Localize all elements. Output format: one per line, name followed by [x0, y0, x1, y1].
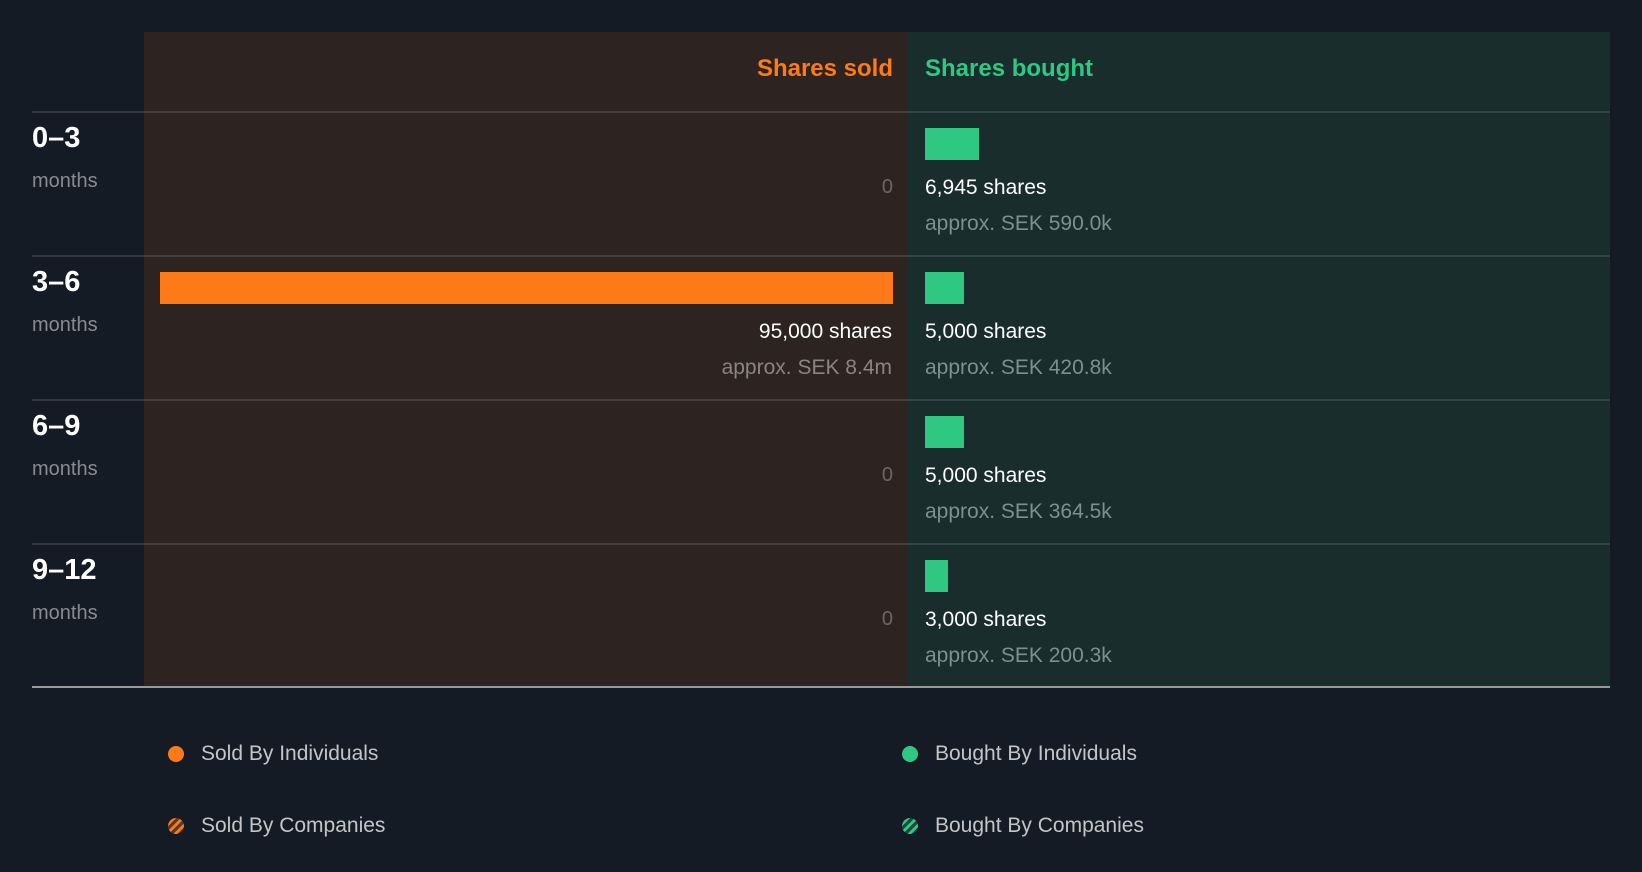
period-label: 0–3 [32, 122, 81, 154]
row-divider [32, 255, 1610, 257]
green-striped-dot-icon [902, 818, 918, 834]
row-divider [32, 543, 1610, 545]
sold-approx-value: approx. SEK 8.4m [721, 356, 892, 379]
bought-bar[interactable] [925, 416, 964, 448]
shares-bought-header: Shares bought [925, 55, 1094, 82]
legend-sold-individuals[interactable]: Sold By Individuals [168, 742, 378, 766]
sold-zero-value: 0 [881, 176, 893, 198]
row-divider [32, 111, 1610, 113]
bought-shares: 6,945 shares [925, 176, 1047, 199]
period-label: 3–6 [32, 266, 81, 298]
bought-bar[interactable] [925, 560, 948, 592]
bought-bar[interactable] [925, 272, 964, 304]
bought-bar[interactable] [925, 128, 979, 160]
legend-label: Sold By Companies [201, 814, 386, 837]
row-divider [32, 399, 1610, 401]
legend-bought-companies[interactable]: Bought By Companies [902, 814, 1144, 838]
period-label: 9–12 [32, 554, 97, 586]
period-row-3-6: 3–6 months 95,000 shares approx. SEK 8.4… [0, 256, 1642, 400]
period-row-0-3: 0–3 months 0 6,945 shares approx. SEK 59… [0, 112, 1642, 256]
bought-approx-value: approx. SEK 200.3k [925, 644, 1112, 667]
shares-sold-panel [144, 32, 908, 687]
sold-zero-value: 0 [881, 464, 893, 486]
bought-approx-value: approx. SEK 590.0k [925, 212, 1112, 235]
orange-dot-icon [168, 746, 184, 762]
period-row-9-12: 9–12 months 0 3,000 shares approx. SEK 2… [0, 544, 1642, 688]
sold-bar[interactable] [160, 272, 893, 304]
legend-label: Sold By Individuals [201, 742, 379, 765]
bought-shares: 5,000 shares [925, 464, 1047, 487]
period-unit: months [32, 170, 98, 192]
sold-zero-value: 0 [881, 608, 893, 630]
period-unit: months [32, 602, 98, 624]
period-unit: months [32, 458, 98, 480]
chart-baseline [32, 686, 1610, 688]
period-unit: months [32, 314, 98, 336]
green-dot-icon [902, 746, 918, 762]
period-label: 6–9 [32, 410, 81, 442]
shares-bought-panel [908, 32, 1610, 687]
legend-label: Bought By Companies [935, 814, 1144, 837]
bought-approx-value: approx. SEK 364.5k [925, 500, 1112, 523]
sold-shares: 95,000 shares [758, 320, 892, 343]
bought-shares: 5,000 shares [925, 320, 1047, 343]
legend-bought-individuals[interactable]: Bought By Individuals [902, 742, 1137, 766]
legend-label: Bought By Individuals [935, 742, 1137, 765]
shares-sold-header: Shares sold [756, 55, 893, 82]
bought-approx-value: approx. SEK 420.8k [925, 356, 1112, 379]
orange-striped-dot-icon [168, 818, 184, 834]
bought-shares: 3,000 shares [925, 608, 1047, 631]
period-row-6-9: 6–9 months 0 5,000 shares approx. SEK 36… [0, 400, 1642, 544]
legend-sold-companies[interactable]: Sold By Companies [168, 814, 385, 838]
